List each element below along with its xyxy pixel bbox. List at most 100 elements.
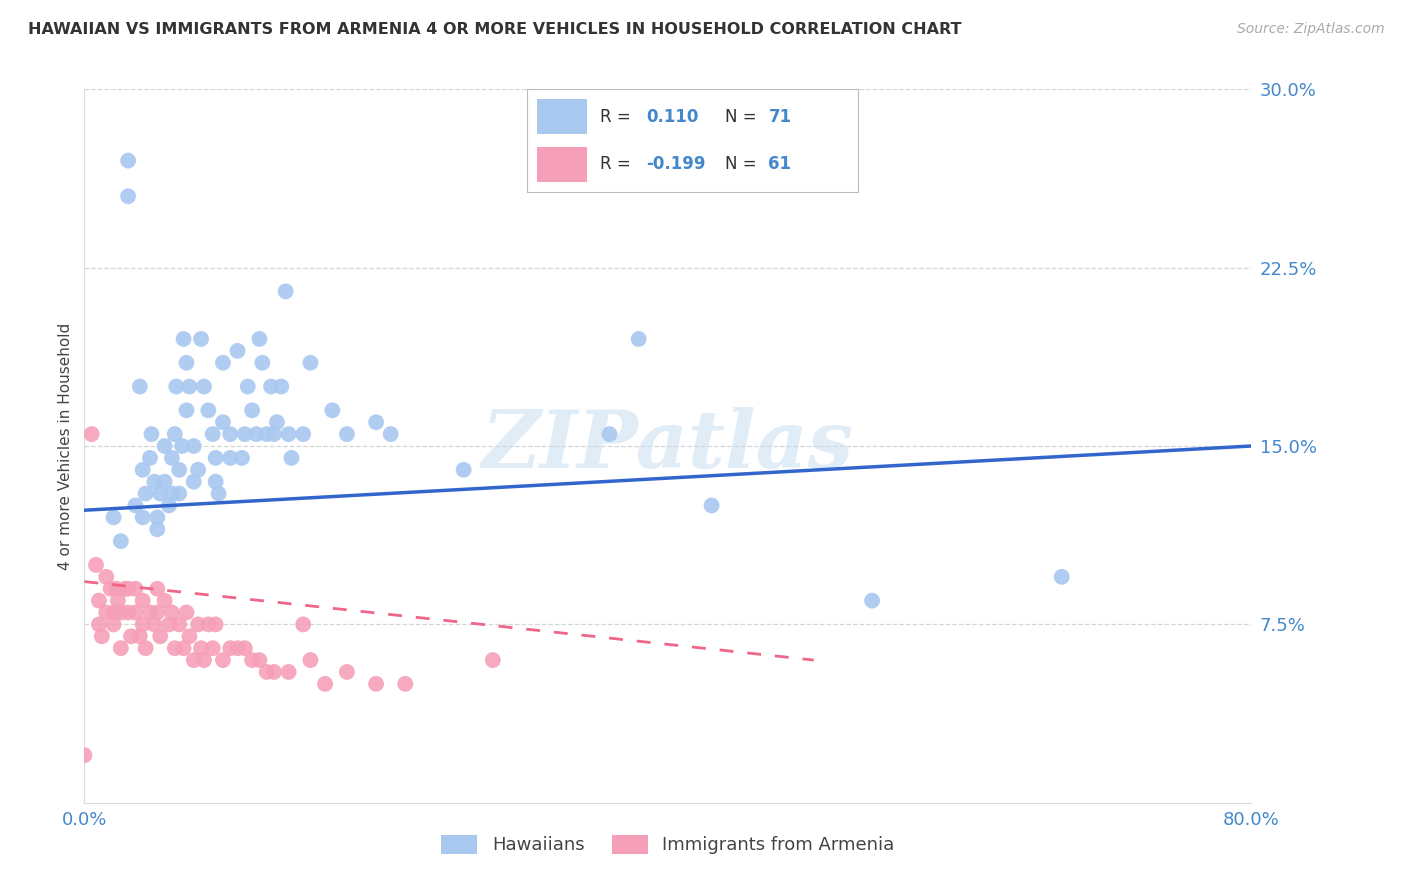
Point — [163, 427, 186, 442]
Point — [204, 475, 226, 489]
Point — [173, 641, 195, 656]
Point — [212, 653, 235, 667]
Point — [240, 403, 263, 417]
Point — [453, 463, 475, 477]
Text: N =: N = — [725, 155, 756, 173]
Point — [280, 450, 302, 465]
Point — [277, 427, 299, 442]
Point — [117, 189, 139, 203]
Point — [167, 617, 190, 632]
Point — [187, 463, 209, 477]
Point — [212, 356, 235, 370]
Point — [299, 356, 322, 370]
Point — [226, 343, 249, 358]
Point — [153, 593, 176, 607]
Point — [204, 617, 226, 632]
Point — [187, 617, 209, 632]
Point — [107, 593, 129, 607]
Point — [263, 427, 285, 442]
Point — [132, 593, 155, 607]
Point — [263, 665, 285, 679]
Point — [96, 606, 118, 620]
Point — [256, 665, 278, 679]
Point — [380, 427, 402, 442]
Text: HAWAIIAN VS IMMIGRANTS FROM ARMENIA 4 OR MORE VEHICLES IN HOUSEHOLD CORRELATION : HAWAIIAN VS IMMIGRANTS FROM ARMENIA 4 OR… — [28, 22, 962, 37]
Point — [132, 617, 155, 632]
Point — [197, 403, 219, 417]
Point — [114, 582, 136, 596]
Point — [366, 677, 388, 691]
Point — [135, 486, 157, 500]
Point — [321, 403, 343, 417]
Point — [172, 439, 194, 453]
Point — [249, 653, 271, 667]
Point — [146, 606, 169, 620]
Point — [176, 403, 198, 417]
Point — [252, 356, 274, 370]
Point — [336, 427, 359, 442]
Point — [153, 439, 176, 453]
Text: R =: R = — [600, 155, 631, 173]
Text: 61: 61 — [769, 155, 792, 173]
Text: 0.110: 0.110 — [647, 108, 699, 126]
Point — [73, 748, 96, 763]
Point — [860, 593, 883, 607]
Point — [103, 510, 125, 524]
Point — [207, 486, 229, 500]
Point — [124, 582, 146, 596]
Point — [149, 486, 172, 500]
Point — [117, 606, 139, 620]
Point — [160, 450, 183, 465]
Point — [183, 439, 205, 453]
Point — [163, 641, 186, 656]
Point — [190, 332, 212, 346]
Point — [146, 582, 169, 596]
Point — [260, 379, 283, 393]
Point — [231, 450, 253, 465]
Point — [599, 427, 621, 442]
Point — [183, 475, 205, 489]
Point — [314, 677, 336, 691]
Point — [128, 379, 150, 393]
Point — [299, 653, 322, 667]
Point — [176, 356, 198, 370]
Point — [1050, 570, 1073, 584]
Point — [128, 629, 150, 643]
Point — [132, 463, 155, 477]
Point — [146, 522, 169, 536]
Text: Source: ZipAtlas.com: Source: ZipAtlas.com — [1237, 22, 1385, 37]
Point — [179, 629, 201, 643]
Point — [124, 606, 146, 620]
Point — [103, 606, 125, 620]
Point — [274, 285, 297, 299]
Point — [132, 510, 155, 524]
Point — [84, 558, 107, 572]
Point — [266, 415, 288, 429]
Bar — [537, 146, 586, 181]
Point — [139, 606, 162, 620]
Point — [160, 486, 183, 500]
Point — [135, 641, 157, 656]
Point — [117, 582, 139, 596]
Point — [240, 653, 263, 667]
Point — [212, 415, 235, 429]
Point — [96, 570, 118, 584]
Text: 71: 71 — [769, 108, 792, 126]
Point — [167, 463, 190, 477]
Point — [336, 665, 359, 679]
Point — [87, 617, 110, 632]
Point — [103, 617, 125, 632]
Point — [183, 653, 205, 667]
Point — [139, 450, 162, 465]
Point — [193, 653, 215, 667]
Point — [233, 641, 256, 656]
Point — [482, 653, 505, 667]
Point — [105, 582, 128, 596]
Text: ZIPatlas: ZIPatlas — [482, 408, 853, 484]
Point — [627, 332, 650, 346]
Point — [167, 486, 190, 500]
Point — [219, 450, 242, 465]
Point — [249, 332, 271, 346]
Point — [700, 499, 723, 513]
Point — [143, 617, 166, 632]
